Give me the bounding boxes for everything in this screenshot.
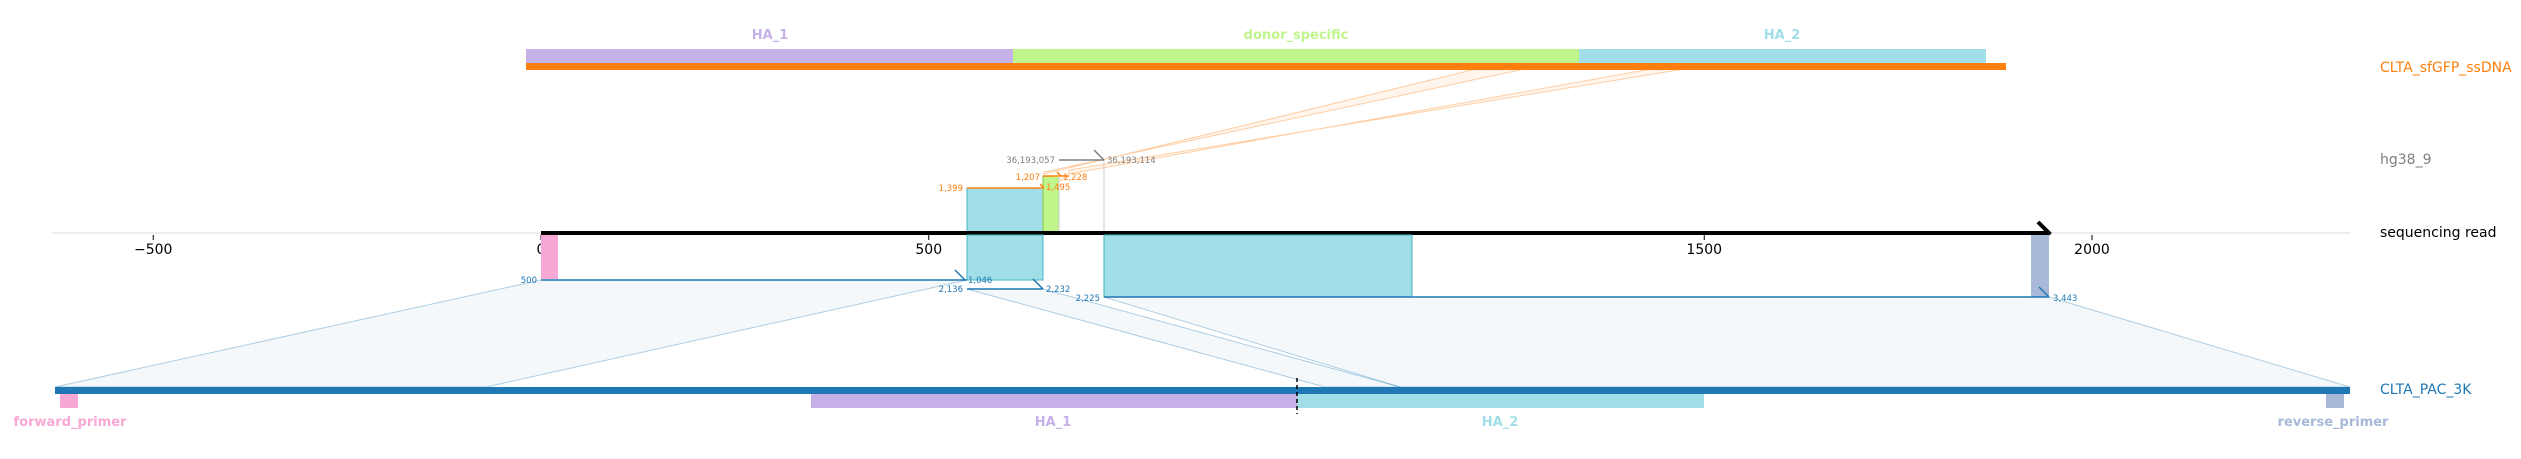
donor-bar	[526, 63, 2006, 70]
amplicon-ha2-feature	[1297, 394, 1704, 408]
genome-coord-label: 36,193,114	[1107, 156, 1156, 166]
donor-feature-label-ha1: HA_1	[752, 28, 789, 43]
genome-track-label: hg38_9	[2380, 152, 2431, 168]
donor-track: HA_1 donor_specific HA_2 CLTA_sfGFP_ssDN…	[526, 28, 2512, 76]
donor-connection-wedge	[1068, 67, 1691, 175]
amplicon-coord-label: 2,225	[1076, 294, 1100, 304]
amplicon-coord-label: 2,136	[939, 285, 963, 295]
amplicon-alignment-arrow	[2038, 286, 2050, 298]
amplicon-coord-label: 1,046	[968, 276, 992, 286]
amplicon-ha1-feature	[811, 394, 1297, 408]
genome-coord-label: 1,495	[1046, 183, 1070, 193]
genome-alignment-arrow	[1056, 171, 1062, 177]
amplicon-coord-label: 3,443	[2053, 294, 2077, 304]
amplicon-alignment-block-2	[1103, 234, 1413, 298]
read-axis-tick-label: 2000	[2074, 242, 2110, 258]
donor-connection-wedge	[1043, 67, 1530, 175]
read-track-label: sequencing read	[2380, 225, 2496, 241]
amplicon-feature-label-ha2: HA_2	[1482, 415, 1519, 430]
donor-ha2-feature	[1579, 49, 1986, 64]
amplicon-connections	[54, 279, 2351, 388]
amplicon-bar	[55, 387, 2350, 394]
amplicon-forward-primer-feature	[60, 394, 78, 408]
genome-alignment-arrow	[1093, 149, 1105, 161]
amplicon-feature-label-ha1: HA_1	[1035, 415, 1072, 430]
genome-coord-label: 1,207	[1016, 173, 1040, 183]
amplicon-coord-label: 500	[521, 276, 537, 286]
genome-alignment-block-1	[966, 187, 1044, 234]
read-axis-tick-label: 1500	[1686, 242, 1722, 258]
donor-specific-feature	[1013, 49, 1579, 64]
donor-feature-label-donor-specific: donor_specific	[1244, 28, 1349, 43]
amplicon-alignment-arrow	[1032, 278, 1044, 290]
donor-track-label: CLTA_sfGFP_ssDNA	[2380, 60, 2512, 76]
amplicon-track-label: CLTA_PAC_3K	[2380, 382, 2472, 398]
read-arrowhead	[2036, 220, 2052, 237]
donor-ha1-feature	[526, 49, 1013, 64]
donor-connections	[1041, 67, 1691, 191]
genome-coord-label: 1,228	[1063, 173, 1087, 183]
amplicon-track: forward_primer HA_1 HA_2 reverse_primer …	[14, 378, 2472, 430]
amplicon-alignments: 500 1,046 2,136 2,232 2,225 3,443	[521, 234, 2077, 304]
amplicon-feature-label-forward-primer: forward_primer	[14, 415, 128, 430]
read-axis-tick-label: 500	[915, 242, 942, 258]
read-axis-tick-label: −500	[134, 242, 172, 258]
amplicon-feature-label-reverse-primer: reverse_primer	[2278, 415, 2390, 430]
amplicon-alignment-block-reverse	[2031, 235, 2049, 297]
amplicon-alignment-block-primer	[541, 235, 558, 279]
genome-coord-label: 36,193,057	[1006, 156, 1055, 166]
amplicon-alignment-arrow	[954, 269, 966, 281]
amplicon-coord-label: 2,232	[1046, 285, 1070, 295]
read-bar	[541, 231, 2049, 235]
donor-feature-label-ha2: HA_2	[1764, 28, 1801, 43]
amplicon-connection-wedge	[54, 279, 968, 388]
amplicon-reverse-primer-feature	[2326, 394, 2344, 408]
amplicon-alignment-block-1	[966, 234, 1044, 281]
genome-coord-label: 1,399	[939, 184, 963, 194]
genome-alignment-arrow	[1039, 183, 1045, 189]
genome-track: hg38_9	[2380, 152, 2431, 168]
genome-alignments: 1,399 1,495 1,207 1,228 36,193,057 36,19…	[939, 149, 1156, 234]
